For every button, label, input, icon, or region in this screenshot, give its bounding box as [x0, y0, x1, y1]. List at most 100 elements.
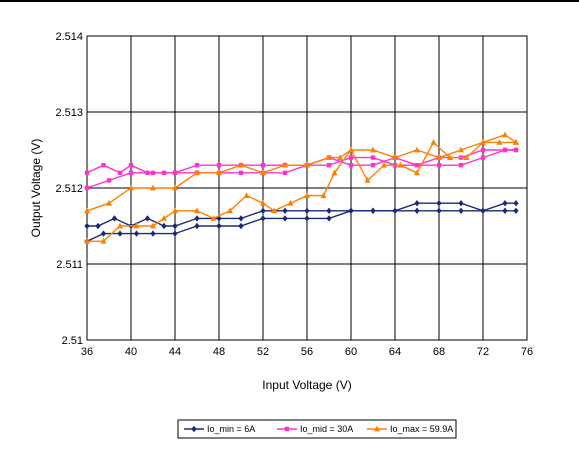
data-point — [84, 207, 90, 214]
data-point — [216, 163, 222, 168]
data-point — [392, 154, 398, 160]
data-point — [337, 154, 343, 160]
data-point — [238, 161, 244, 168]
data-point — [216, 222, 222, 230]
series-lines — [84, 131, 519, 245]
data-point — [128, 163, 134, 168]
y-axis-label: Output Voltage (V) — [29, 139, 43, 238]
data-point — [348, 155, 354, 160]
data-point — [287, 199, 294, 206]
data-point — [238, 222, 244, 230]
data-point — [128, 170, 134, 175]
legend-label: Io_min = 6A — [207, 424, 255, 434]
x-tick-label: 48 — [213, 346, 225, 358]
data-point — [84, 237, 90, 244]
data-point — [502, 200, 508, 207]
data-point — [260, 163, 266, 168]
data-point — [436, 163, 442, 168]
data-point — [216, 169, 222, 176]
legend-item: Io_min = 6A — [184, 424, 255, 434]
data-point — [150, 184, 156, 191]
data-point — [502, 207, 508, 214]
data-point — [414, 146, 420, 153]
data-point — [496, 139, 503, 145]
data-point — [133, 230, 140, 237]
data-point — [348, 207, 354, 214]
x-axis-label: Input Voltage (V) — [262, 378, 351, 392]
data-point — [172, 184, 178, 191]
data-point — [480, 139, 486, 145]
data-point — [210, 215, 217, 221]
data-point — [304, 161, 310, 168]
data-point — [161, 215, 167, 221]
data-point — [106, 199, 112, 206]
series-line — [86, 210, 516, 242]
data-point — [260, 199, 266, 206]
data-point — [304, 215, 310, 222]
legend-marker — [374, 425, 380, 432]
data-point — [128, 184, 134, 191]
data-point — [348, 163, 354, 168]
legend-label: Io_max = 59.9A — [390, 424, 453, 434]
series-line — [86, 134, 517, 212]
x-tick-label: 76 — [521, 346, 533, 358]
series-line — [87, 141, 516, 242]
data-point — [150, 222, 156, 229]
data-point — [326, 207, 332, 214]
data-point — [502, 147, 508, 153]
data-point — [320, 192, 327, 198]
data-point — [282, 207, 288, 214]
data-point — [480, 207, 486, 214]
data-point — [194, 215, 200, 222]
data-point — [133, 222, 140, 229]
data-point — [458, 200, 464, 207]
data-point — [84, 170, 90, 175]
data-point — [84, 222, 90, 230]
data-point — [331, 169, 338, 176]
data-point — [392, 207, 398, 214]
series-3 — [84, 131, 519, 244]
data-point — [463, 154, 470, 160]
data-point — [150, 230, 156, 237]
data-point — [117, 170, 123, 175]
x-tick-label: 60 — [345, 346, 357, 358]
data-point — [348, 146, 354, 153]
data-point — [326, 154, 332, 160]
x-tick-label: 68 — [433, 346, 445, 358]
data-point — [194, 169, 200, 176]
x-tick-label: 72 — [477, 346, 489, 358]
data-point — [381, 161, 387, 168]
data-point — [304, 192, 310, 198]
y-tick-label: 2.513 — [55, 107, 83, 119]
data-point — [370, 155, 376, 160]
data-point — [194, 222, 200, 230]
data-point — [172, 170, 178, 175]
legend-label: Io_mid = 30A — [300, 424, 353, 434]
data-point — [161, 222, 167, 230]
data-point — [194, 163, 200, 168]
data-point — [172, 230, 178, 237]
data-point — [238, 215, 244, 222]
data-point — [370, 146, 376, 153]
data-point — [111, 215, 118, 222]
data-point — [172, 222, 178, 230]
legend-marker — [284, 426, 290, 432]
data-point — [150, 170, 156, 175]
data-point — [304, 207, 310, 214]
data-point — [480, 147, 486, 153]
data-point — [458, 207, 464, 214]
data-point — [260, 215, 266, 222]
data-point — [260, 207, 266, 214]
data-point — [117, 222, 123, 229]
top-rule — [0, 0, 579, 2]
data-point — [260, 169, 266, 176]
data-point — [397, 161, 404, 168]
data-point — [480, 155, 486, 160]
data-point — [243, 192, 250, 198]
data-point — [271, 207, 277, 214]
y-tick-label: 2.512 — [55, 183, 83, 195]
data-point — [513, 200, 519, 207]
data-point — [100, 237, 107, 244]
data-point — [414, 169, 420, 176]
